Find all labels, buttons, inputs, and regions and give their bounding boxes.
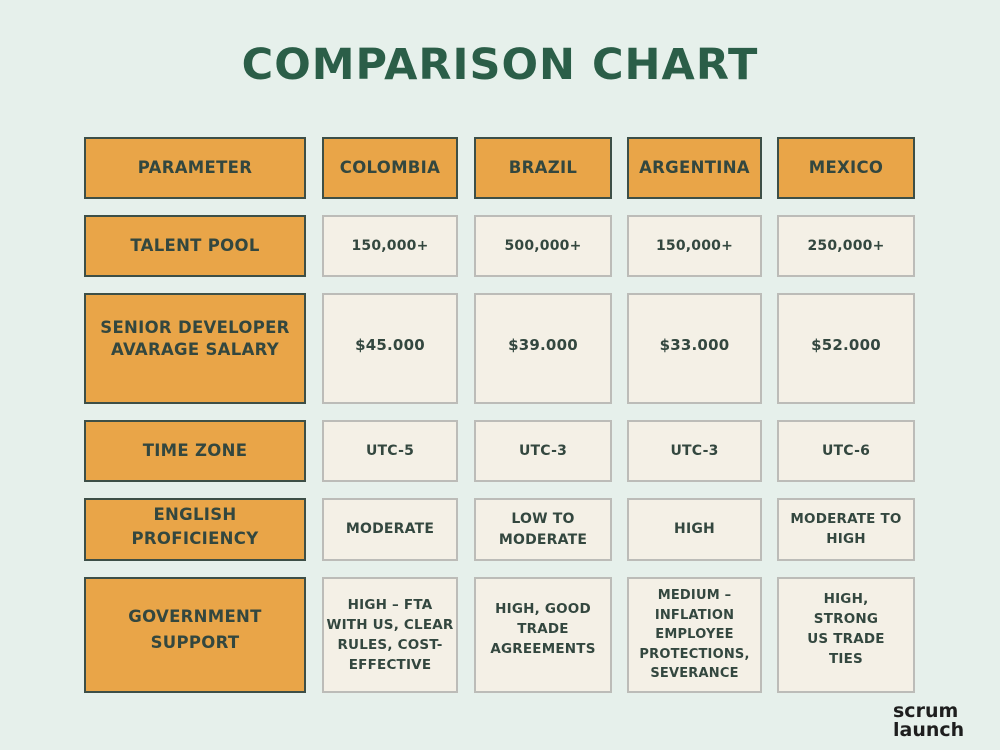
header-parameter: PARAMETER <box>84 137 306 199</box>
cell-talent-pool-colombia: 150,000+ <box>322 215 458 277</box>
cell-english-brazil: LOW TO MODERATE <box>474 498 612 561</box>
scrum-launch-logo: scrum launch <box>893 702 964 740</box>
cell-english-argentina: HIGH <box>627 498 762 561</box>
cell-time-zone-brazil: UTC-3 <box>474 420 612 482</box>
cell-government-mexico: HIGH, STRONG US TRADE TIES <box>777 577 915 693</box>
row-label-salary: SENIOR DEVELOPER AVARAGE SALARY <box>84 293 306 404</box>
row-label-talent-pool: TALENT POOL <box>84 215 306 277</box>
row-label-time-zone: TIME ZONE <box>84 420 306 482</box>
cell-talent-pool-brazil: 500,000+ <box>474 215 612 277</box>
cell-time-zone-colombia: UTC-5 <box>322 420 458 482</box>
cell-talent-pool-mexico: 250,000+ <box>777 215 915 277</box>
logo-line-2: launch <box>893 719 965 741</box>
cell-salary-brazil: $39.000 <box>474 293 612 404</box>
header-argentina: ARGENTINA <box>627 137 762 199</box>
header-colombia: COLOMBIA <box>322 137 458 199</box>
cell-government-colombia: HIGH – FTA WITH US, CLEAR RULES, COST-EF… <box>322 577 458 693</box>
cell-english-colombia: MODERATE <box>322 498 458 561</box>
cell-time-zone-mexico: UTC-6 <box>777 420 915 482</box>
row-label-government-support: GOVERNMENT SUPPORT <box>84 577 306 693</box>
cell-salary-argentina: $33.000 <box>627 293 762 404</box>
cell-government-brazil: HIGH, GOOD TRADE AGREEMENTS <box>474 577 612 693</box>
cell-government-argentina: MEDIUM – INFLATION EMPLOYEE PROTECTIONS,… <box>627 577 762 693</box>
logo-line-1: scrum <box>893 700 959 722</box>
header-mexico: MEXICO <box>777 137 915 199</box>
cell-salary-colombia: $45.000 <box>322 293 458 404</box>
cell-talent-pool-argentina: 150,000+ <box>627 215 762 277</box>
header-brazil: BRAZIL <box>474 137 612 199</box>
cell-english-mexico: MODERATE TO HIGH <box>777 498 915 561</box>
cell-time-zone-argentina: UTC-3 <box>627 420 762 482</box>
row-label-english-proficiency: ENGLISH PROFICIENCY <box>84 498 306 561</box>
page-title: COMPARISON CHART <box>241 40 759 90</box>
cell-salary-mexico: $52.000 <box>777 293 915 404</box>
